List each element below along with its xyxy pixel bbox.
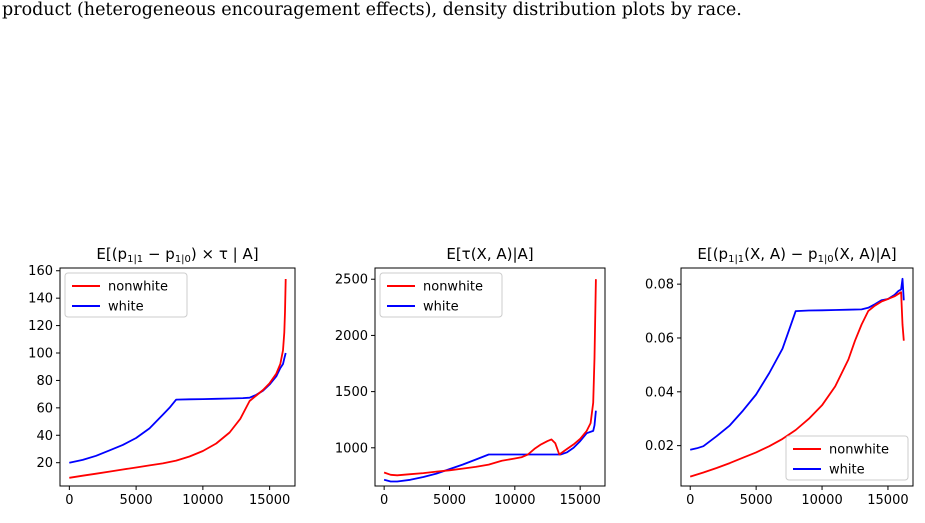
y-tick-label: 0.06 — [645, 331, 674, 346]
legend: nonwhite white — [785, 435, 909, 481]
x-tick-label: 5000 — [120, 493, 153, 508]
x-tick-label: 0 — [65, 493, 73, 508]
y-tick-label: 60 — [36, 401, 53, 416]
x-tick-label: 5000 — [433, 493, 466, 508]
y-tick-label: 2000 — [335, 329, 368, 344]
plot-frame — [680, 267, 914, 487]
y-tick-label: 120 — [28, 319, 53, 334]
y-tick-label: 140 — [28, 292, 53, 307]
y-tick-label: 1500 — [335, 385, 368, 400]
x-tick-label: 10000 — [494, 493, 535, 508]
legend: nonwhite white — [379, 272, 503, 318]
plot-frame — [59, 267, 296, 487]
y-tick-label: 100 — [28, 347, 53, 362]
chart-tau-effect: E[τ(X, A)|A] 0 5000 10000 15000 1000 1500 2000 2… — [335, 245, 606, 508]
legend-label-white: white — [829, 463, 865, 478]
legend-label-white: white — [108, 300, 144, 315]
y-tick-label: 2500 — [335, 273, 368, 288]
series-line-white — [383, 410, 597, 483]
series-line-nonwhite — [69, 278, 287, 479]
y-tick-label: 160 — [28, 264, 53, 279]
series-line-nonwhite — [689, 291, 905, 478]
legend-label-nonwhite: nonwhite — [829, 443, 889, 458]
x-tick-label: 0 — [380, 493, 388, 508]
legend-label-nonwhite: nonwhite — [108, 280, 168, 295]
figure-caption: product (heterogeneous encouragement eff… — [2, 0, 742, 20]
y-tick-label: 0.02 — [645, 439, 674, 454]
chart-treatment-product: E[(p1|1 − p1|0) × τ | A] 0 5000 10000 15000 2… — [28, 245, 296, 508]
legend-label-nonwhite: nonwhite — [423, 280, 483, 295]
x-tick-label: 10000 — [801, 493, 842, 508]
series-line-white — [69, 352, 287, 464]
plot-frame — [374, 267, 606, 487]
y-tick-label: 80 — [36, 374, 53, 389]
y-tick-label: 1000 — [335, 441, 368, 456]
y-tick-label: 20 — [36, 456, 53, 471]
legend-label-white: white — [423, 300, 459, 315]
chart-title: E[(p1|1 − p1|0) × τ | A] — [96, 245, 258, 265]
y-tick-label: 40 — [36, 429, 53, 444]
y-tick-label: 0.04 — [645, 385, 674, 400]
chart-title: E[(p1|1(X, A) − p1|0(X, A)|A] — [697, 245, 896, 265]
x-tick-label: 10000 — [182, 493, 223, 508]
chart-title: E[τ(X, A)|A] — [446, 245, 533, 263]
x-tick-label: 15000 — [249, 493, 290, 508]
legend: nonwhite white — [64, 272, 188, 318]
x-tick-label: 15000 — [559, 493, 600, 508]
chart-encouragement-effect: E[(p1|1(X, A) − p1|0(X, A)|A] 0 5000 10000 1… — [645, 245, 914, 508]
series-line-white — [690, 277, 905, 451]
x-tick-label: 5000 — [740, 493, 773, 508]
series-line-nonwhite — [383, 279, 597, 477]
x-tick-label: 0 — [686, 493, 694, 508]
y-tick-label: 0.08 — [645, 278, 674, 293]
x-tick-label: 15000 — [867, 493, 908, 508]
